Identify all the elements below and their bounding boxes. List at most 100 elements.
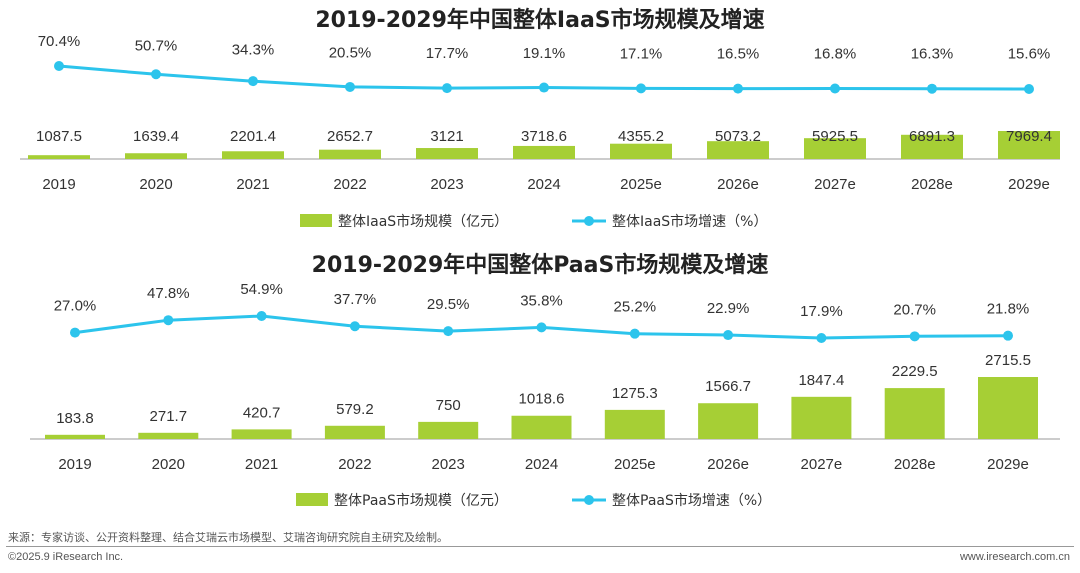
bar (998, 131, 1060, 159)
growth-point (1024, 84, 1034, 94)
bar (698, 403, 759, 439)
bar-value-label: 5073.2 (715, 128, 761, 145)
category-label: 2019 (58, 456, 91, 473)
growth-value-label: 25.2% (614, 299, 657, 316)
legend-line-marker (584, 216, 594, 226)
legend-bar-label: 整体PaaS市场规模（亿元） (334, 492, 508, 509)
bar (138, 432, 199, 439)
growth-value-label: 35.8% (520, 292, 563, 309)
growth-point (927, 83, 937, 94)
bar (513, 145, 575, 159)
legend-line-marker (584, 495, 594, 505)
source-note: 来源：专家访谈、公开资料整理、结合艾瑞云市场模型、艾瑞咨询研究院自主研究及绘制。 (8, 531, 448, 544)
growth-value-label: 16.3% (911, 45, 954, 62)
growth-value-label: 50.7% (135, 38, 178, 55)
growth-value-label: 47.8% (147, 285, 190, 302)
footer-divider (6, 546, 1074, 547)
category-label: 2024 (527, 176, 560, 193)
bar-value-label: 183.8 (56, 410, 94, 427)
bar (804, 138, 866, 159)
growth-point (830, 83, 840, 94)
bar-value-label: 2715.5 (985, 352, 1031, 369)
bar (901, 134, 963, 159)
bar (610, 143, 672, 159)
growth-point (256, 311, 267, 321)
bar (791, 396, 852, 439)
growth-point (70, 327, 80, 338)
growth-value-label: 17.1% (620, 45, 663, 62)
growth-value-label: 37.7% (334, 291, 377, 308)
bar (884, 388, 945, 439)
bar-value-label: 2652.7 (327, 128, 373, 145)
growth-point (248, 76, 258, 87)
growth-point (54, 61, 64, 71)
category-label: 2027e (801, 456, 843, 473)
chart-title: 2019-2029年中国整体PaaS市场规模及增速 (312, 252, 769, 278)
category-label: 2025e (614, 456, 656, 473)
category-label: 2027e (814, 176, 856, 193)
bar (319, 149, 381, 159)
category-label: 2026e (717, 176, 759, 193)
growth-point (723, 330, 734, 341)
bar-value-label: 420.7 (243, 404, 281, 421)
bar (125, 153, 187, 159)
growth-value-label: 54.9% (240, 281, 283, 298)
category-label: 2029e (1008, 176, 1050, 193)
bar-value-label: 1847.4 (798, 372, 844, 389)
website-text: www.iresearch.com.cn (959, 551, 1070, 563)
bar-value-label: 1018.6 (519, 391, 565, 408)
growth-point (1003, 330, 1013, 341)
growth-value-label: 17.9% (800, 303, 843, 320)
growth-value-label: 20.5% (329, 45, 372, 62)
growth-point (443, 326, 454, 337)
category-label: 2025e (620, 176, 662, 193)
bar (978, 377, 1038, 439)
category-label: 2020 (139, 176, 172, 193)
growth-value-label: 15.6% (1008, 46, 1051, 63)
bar (511, 415, 572, 439)
category-label: 2021 (236, 176, 269, 193)
bar-value-label: 2201.4 (230, 128, 276, 145)
growth-point (349, 321, 360, 332)
bar-value-label: 4355.2 (618, 128, 664, 145)
growth-value-label: 16.8% (814, 45, 857, 62)
category-label: 2023 (430, 176, 463, 193)
bar-value-label: 5925.5 (812, 128, 858, 145)
growth-point (536, 322, 547, 333)
growth-point (909, 331, 920, 342)
bar (45, 434, 105, 439)
category-label: 2023 (432, 456, 465, 473)
growth-point (442, 83, 452, 94)
bar-value-label: 6891.3 (909, 128, 955, 145)
bar-value-label: 2229.5 (892, 363, 938, 380)
category-label: 2028e (911, 176, 953, 193)
growth-value-label: 29.5% (427, 296, 470, 313)
growth-point (816, 333, 827, 343)
growth-value-label: 22.9% (707, 300, 750, 317)
bar (28, 155, 90, 159)
growth-value-label: 16.5% (717, 45, 760, 62)
bar-value-label: 1275.3 (612, 385, 658, 402)
category-label: 2022 (338, 456, 371, 473)
bar-value-label: 1566.7 (705, 378, 751, 395)
bar-value-label: 1639.4 (133, 128, 179, 145)
bar (418, 421, 479, 439)
bar-value-label: 7969.4 (1006, 128, 1052, 145)
bar-value-label: 579.2 (336, 401, 374, 418)
chart-title: 2019-2029年中国整体IaaS市场规模及增速 (315, 7, 764, 33)
growth-point (733, 83, 743, 94)
legend-line-label: 整体IaaS市场增速（%） (612, 213, 767, 230)
category-label: 2020 (152, 456, 185, 473)
bar-value-label: 271.7 (150, 408, 188, 425)
bar (707, 141, 769, 159)
category-label: 2024 (525, 456, 558, 473)
legend-bar-label: 整体IaaS市场规模（亿元） (338, 213, 508, 230)
growth-value-label: 21.8% (987, 301, 1030, 318)
growth-point (539, 82, 549, 93)
bar-value-label: 3121 (430, 128, 463, 145)
growth-point (636, 83, 646, 94)
growth-value-label: 34.3% (232, 41, 275, 58)
bar (222, 151, 284, 159)
